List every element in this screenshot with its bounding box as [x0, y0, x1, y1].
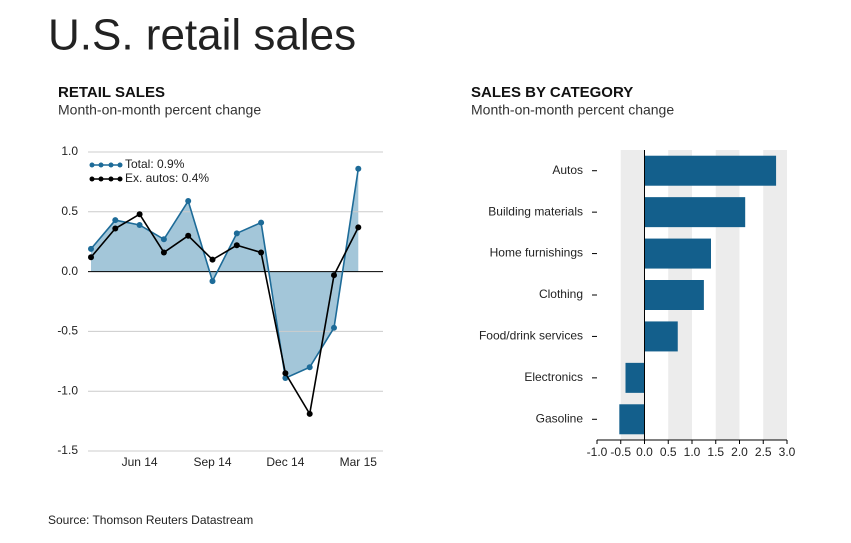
y-tick-label: Food/drink services [479, 329, 583, 343]
y-tick-label: Clothing [539, 287, 583, 301]
point [160, 236, 167, 243]
point [258, 249, 265, 256]
x-tick-label: 1.0 [684, 445, 701, 459]
legend-dot [89, 176, 95, 182]
x-tick-label: Dec 14 [266, 455, 304, 469]
point [233, 242, 240, 249]
bar [644, 197, 746, 228]
legend-dot [98, 176, 104, 182]
point [136, 211, 143, 218]
y-tick-label: Home furnishings [490, 246, 583, 260]
band [620, 150, 645, 440]
x-tick-label: Sep 14 [193, 455, 231, 469]
bar [644, 280, 704, 310]
chart-title: RETAIL SALES [58, 84, 165, 101]
point [306, 410, 313, 417]
point [306, 364, 313, 371]
x-tick-label: 0.5 [660, 445, 677, 459]
bar [619, 404, 645, 435]
y-tick-label: -0.5 [57, 324, 78, 338]
x-tick-label: 1.5 [707, 445, 724, 459]
point [112, 217, 119, 224]
legend-dot [98, 162, 104, 168]
point [331, 272, 337, 279]
legend-dot [89, 162, 95, 168]
legend-label: Ex. autos: 0.4% [125, 171, 209, 185]
point [209, 256, 216, 263]
point [185, 198, 192, 205]
y-tick-label: Electronics [524, 370, 583, 384]
chart-subtitle: Month-on-month percent change [471, 102, 674, 118]
x-tick-label: -1.0 [587, 445, 608, 459]
x-tick-label: 3.0 [779, 445, 796, 459]
point [112, 225, 119, 232]
bar [644, 155, 777, 186]
series-line [90, 213, 360, 417]
x-tick-label: Mar 15 [340, 455, 378, 469]
x-tick-label: 2.0 [731, 445, 748, 459]
point [331, 324, 337, 331]
y-tick-label: 0.5 [61, 204, 78, 218]
bar [644, 238, 711, 269]
y-tick-label: Building materials [488, 204, 583, 218]
x-tick-label: Jun 14 [122, 455, 158, 469]
x-tick-label: 0.0 [636, 445, 653, 459]
chart-subtitle: Month-on-month percent change [58, 102, 261, 118]
legend-dot [108, 176, 114, 182]
x-tick-label: 2.5 [755, 445, 772, 459]
x-tick-label: -0.5 [610, 445, 631, 459]
point [282, 370, 289, 377]
point [160, 249, 167, 256]
band [715, 150, 740, 440]
bar [625, 362, 645, 393]
series-line [90, 168, 360, 380]
point [88, 254, 94, 261]
legend-dot [117, 176, 123, 182]
point [233, 230, 240, 237]
page-title: U.S. retail sales [48, 11, 356, 60]
y-tick-label: -1.0 [57, 383, 78, 397]
point [209, 278, 216, 285]
band [763, 150, 787, 440]
chart-title: SALES BY CATEGORY [471, 84, 633, 101]
legend-dot [117, 162, 123, 168]
legend-dot [108, 162, 114, 168]
y-tick-label: -1.5 [57, 443, 78, 457]
point [355, 165, 362, 172]
area [91, 168, 359, 379]
y-tick-label: Autos [552, 163, 583, 177]
legend-label: Total: 0.9% [125, 157, 185, 171]
y-tick-label: 1.0 [61, 144, 78, 158]
y-tick-label: 0.0 [61, 264, 78, 278]
point [136, 221, 143, 228]
y-tick-label: Gasoline [536, 411, 584, 425]
point [355, 224, 362, 231]
point [258, 219, 265, 226]
source: Source: Thomson Reuters Datastream [48, 513, 253, 527]
bar [644, 321, 678, 352]
point [185, 232, 192, 239]
point [88, 245, 94, 252]
